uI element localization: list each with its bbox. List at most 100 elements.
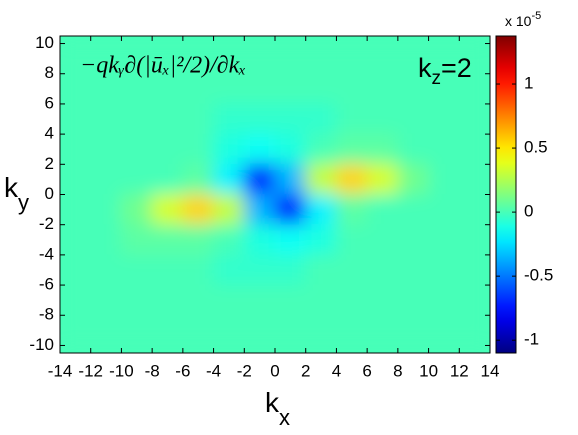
y-tick-label: 10 <box>35 33 54 52</box>
cell <box>90 163 122 195</box>
multiplier-exp: -5 <box>531 10 541 22</box>
cell <box>243 194 276 226</box>
cell <box>213 43 245 75</box>
cell <box>151 103 184 135</box>
cell <box>274 314 307 346</box>
cell <box>182 163 215 195</box>
cell <box>90 133 122 165</box>
cell <box>120 73 153 105</box>
cell <box>151 73 184 105</box>
cell <box>305 103 337 135</box>
cell <box>366 73 399 105</box>
cell <box>151 224 184 256</box>
cell <box>305 43 337 75</box>
cell <box>182 133 215 165</box>
cell <box>243 73 276 105</box>
x-tick-label: -12 <box>78 361 103 380</box>
cell <box>60 43 92 75</box>
colorbar-tick-label: -1 <box>524 330 539 349</box>
cell <box>182 43 215 75</box>
cell <box>428 254 460 286</box>
cell <box>428 73 460 105</box>
cell <box>428 163 460 195</box>
cell <box>182 254 215 286</box>
cell <box>305 73 337 105</box>
cell <box>335 224 368 256</box>
y-axis-label: ky <box>4 172 29 214</box>
cell <box>243 314 276 346</box>
multiplier-base: x 10 <box>505 13 532 29</box>
cell <box>458 254 490 286</box>
cell <box>90 224 122 256</box>
cell <box>335 284 368 316</box>
cell <box>397 163 430 195</box>
cell <box>458 103 490 135</box>
x-tick-label: 4 <box>332 361 341 380</box>
cell <box>213 163 245 195</box>
cell <box>120 224 153 256</box>
cell <box>151 43 184 75</box>
cell <box>274 103 307 135</box>
cell <box>60 224 92 256</box>
x-tick-label: -6 <box>175 361 190 380</box>
cell <box>213 224 245 256</box>
cell <box>243 133 276 165</box>
y-tick-label: 6 <box>45 93 54 112</box>
cell <box>305 254 337 286</box>
x-tick-label: -2 <box>237 361 252 380</box>
cell <box>182 103 215 135</box>
cell <box>397 103 430 135</box>
cell <box>120 194 153 226</box>
cell <box>243 43 276 75</box>
cell <box>428 133 460 165</box>
y-tick-label: -4 <box>39 244 54 263</box>
cell <box>60 254 92 286</box>
x-tick-label: -8 <box>145 361 160 380</box>
cell <box>458 43 490 75</box>
cells <box>60 43 490 346</box>
cell <box>335 73 368 105</box>
cell <box>366 163 399 195</box>
colorbar-tick-label: -0.5 <box>524 266 553 285</box>
cell <box>458 284 490 316</box>
cell <box>428 194 460 226</box>
cell <box>60 163 92 195</box>
cell <box>305 224 337 256</box>
cell <box>397 194 430 226</box>
cell <box>366 224 399 256</box>
colorbar-tick-label: 0.5 <box>524 138 548 157</box>
cell <box>274 254 307 286</box>
x-tick-label: 0 <box>270 361 279 380</box>
cell <box>366 103 399 135</box>
cell <box>243 254 276 286</box>
cell <box>90 194 122 226</box>
cell <box>274 43 307 75</box>
colorbar-multiplier: x 10-5 <box>505 10 541 29</box>
cell <box>60 314 92 346</box>
cell <box>120 254 153 286</box>
cell <box>397 133 430 165</box>
y-tick-label: 8 <box>45 63 54 82</box>
cell <box>213 194 245 226</box>
x-tick-label: 12 <box>450 361 469 380</box>
cell <box>60 133 92 165</box>
cell <box>366 254 399 286</box>
cell <box>90 73 122 105</box>
cell <box>151 194 184 226</box>
cell <box>182 314 215 346</box>
x-label-main: k <box>265 387 280 418</box>
x-tick-label: 2 <box>301 361 310 380</box>
cell <box>397 224 430 256</box>
cell <box>366 43 399 75</box>
cell <box>428 314 460 346</box>
colorbar-tick-label: 0 <box>524 202 533 221</box>
x-tick-label: 6 <box>362 361 371 380</box>
y-tick-label: 4 <box>45 124 54 143</box>
cell <box>458 224 490 256</box>
colorbar <box>495 35 517 354</box>
y-tick-label: 0 <box>45 184 54 203</box>
cell <box>90 284 122 316</box>
cell <box>274 224 307 256</box>
cell <box>335 103 368 135</box>
